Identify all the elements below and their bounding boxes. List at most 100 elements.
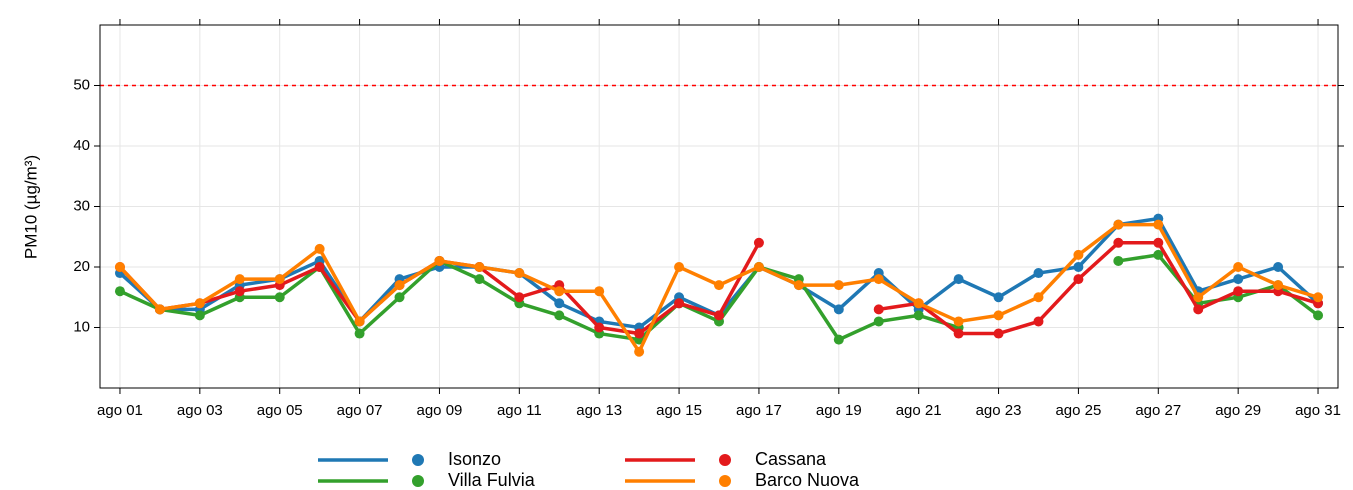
data-point — [913, 310, 924, 321]
data-point — [474, 262, 485, 272]
data-point — [993, 310, 1004, 321]
x-tick-label: ago 03 — [177, 402, 223, 419]
data-point — [234, 286, 245, 297]
x-tick-label: ago 09 — [417, 402, 463, 419]
data-point — [554, 310, 565, 321]
data-point — [714, 280, 724, 291]
data-point — [873, 316, 884, 327]
x-tick-label: ago 07 — [337, 402, 383, 419]
legend-marker — [412, 475, 424, 487]
data-point — [1153, 219, 1164, 230]
data-point — [1073, 274, 1084, 285]
legend-label: Cassana — [755, 449, 827, 469]
data-point — [1033, 292, 1044, 303]
data-point — [194, 310, 205, 321]
x-tick-label: ago 19 — [816, 402, 862, 419]
x-tick-label: ago 27 — [1135, 402, 1181, 419]
x-tick-label: ago 31 — [1295, 402, 1341, 419]
data-point — [1113, 237, 1124, 248]
data-point — [913, 298, 924, 309]
data-point — [753, 262, 764, 272]
data-point — [274, 274, 285, 285]
legend-marker — [719, 454, 731, 466]
series-line — [119, 253, 1320, 342]
data-point — [873, 274, 884, 285]
data-point — [114, 286, 125, 297]
data-point — [1153, 237, 1164, 248]
data-point — [753, 237, 764, 248]
data-point — [394, 292, 405, 303]
x-tick-label: ago 23 — [976, 402, 1022, 419]
y-tick-label: 10 — [73, 318, 90, 335]
y-axis-label: PM10 (µg/m³) — [21, 155, 40, 259]
data-point — [634, 346, 645, 357]
data-point — [1113, 219, 1124, 230]
data-point — [1193, 304, 1204, 315]
data-point — [594, 322, 605, 333]
data-point — [993, 328, 1004, 339]
x-tick-label: ago 11 — [497, 402, 542, 419]
data-point — [1273, 262, 1284, 272]
x-tick-label: ago 05 — [257, 402, 303, 419]
data-point — [274, 292, 285, 303]
data-point — [394, 280, 405, 291]
data-point — [1313, 310, 1324, 321]
y-tick-label: 30 — [73, 197, 90, 214]
data-point — [993, 292, 1004, 303]
data-point — [634, 328, 645, 339]
legend-marker — [719, 475, 731, 487]
data-point — [953, 328, 964, 339]
legend-label: Barco Nuova — [755, 470, 860, 490]
data-point — [1233, 274, 1244, 285]
data-point — [594, 286, 605, 297]
plot-frame — [99, 24, 1339, 389]
data-point — [234, 274, 245, 285]
data-point — [554, 286, 565, 297]
data-point — [1273, 280, 1284, 291]
x-tick-label: ago 13 — [576, 402, 622, 419]
data-point — [434, 255, 445, 266]
legend-label: Isonzo — [448, 449, 501, 469]
data-point — [1233, 262, 1244, 272]
data-point — [1033, 268, 1044, 279]
data-point — [474, 274, 485, 285]
legend-label: Villa Fulvia — [448, 470, 536, 490]
x-tick-label: ago 15 — [656, 402, 702, 419]
data-point — [1233, 286, 1244, 297]
data-point — [674, 298, 685, 309]
x-tick-label: ago 21 — [896, 402, 942, 419]
data-point — [1153, 249, 1164, 260]
data-point — [354, 328, 365, 339]
data-point — [194, 298, 205, 309]
data-point — [793, 280, 804, 291]
data-point — [674, 262, 685, 272]
data-point — [1033, 316, 1044, 327]
data-point — [1113, 255, 1124, 266]
data-point — [833, 304, 844, 315]
data-point — [114, 262, 125, 272]
x-tick-label: ago 25 — [1055, 402, 1101, 419]
x-tick-label: ago 01 — [97, 402, 143, 419]
data-point — [554, 298, 565, 309]
data-point — [1193, 292, 1204, 303]
x-tick-label: ago 29 — [1215, 402, 1261, 419]
data-point — [514, 268, 525, 279]
data-point — [953, 274, 964, 285]
y-tick-label: 50 — [73, 76, 90, 93]
data-point — [873, 304, 884, 315]
y-tick-label: 40 — [73, 137, 90, 154]
y-tick-label: 20 — [73, 258, 90, 275]
x-tick-label: ago 17 — [736, 402, 782, 419]
data-point — [953, 316, 964, 327]
data-point — [314, 243, 325, 254]
data-point — [154, 304, 165, 315]
data-point — [833, 334, 844, 345]
legend-marker — [412, 454, 424, 466]
data-point — [314, 262, 325, 272]
data-point — [1073, 262, 1084, 272]
data-point — [1313, 292, 1324, 303]
data-point — [833, 280, 844, 291]
data-point — [514, 292, 525, 303]
data-point — [1073, 249, 1084, 260]
